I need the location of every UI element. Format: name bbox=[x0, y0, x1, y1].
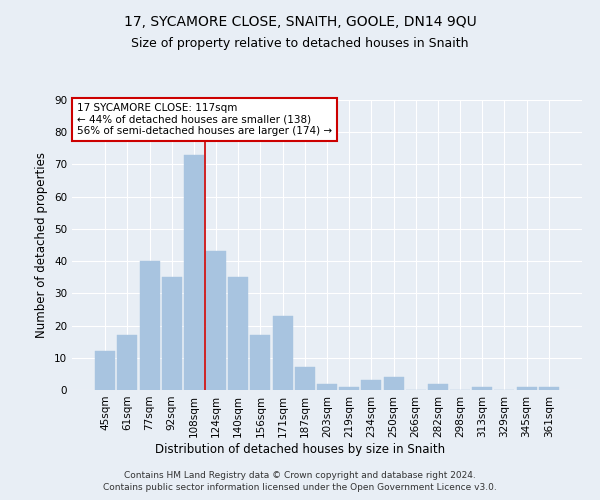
Bar bbox=[472, 387, 492, 390]
Bar bbox=[295, 368, 315, 390]
Y-axis label: Number of detached properties: Number of detached properties bbox=[35, 152, 49, 338]
Bar bbox=[206, 252, 226, 390]
Text: 17, SYCAMORE CLOSE, SNAITH, GOOLE, DN14 9QU: 17, SYCAMORE CLOSE, SNAITH, GOOLE, DN14 … bbox=[124, 15, 476, 29]
Bar bbox=[118, 335, 137, 390]
Text: Contains public sector information licensed under the Open Government Licence v3: Contains public sector information licen… bbox=[103, 484, 497, 492]
Bar bbox=[539, 387, 559, 390]
Text: Size of property relative to detached houses in Snaith: Size of property relative to detached ho… bbox=[131, 38, 469, 51]
Bar bbox=[428, 384, 448, 390]
Bar bbox=[361, 380, 382, 390]
Text: 17 SYCAMORE CLOSE: 117sqm
← 44% of detached houses are smaller (138)
56% of semi: 17 SYCAMORE CLOSE: 117sqm ← 44% of detac… bbox=[77, 103, 332, 136]
Bar bbox=[162, 277, 182, 390]
Bar bbox=[228, 277, 248, 390]
Bar bbox=[140, 261, 160, 390]
Bar bbox=[517, 387, 536, 390]
Bar bbox=[383, 377, 404, 390]
Bar bbox=[184, 155, 204, 390]
Bar bbox=[272, 316, 293, 390]
Bar bbox=[250, 335, 271, 390]
Bar bbox=[95, 352, 115, 390]
Bar bbox=[317, 384, 337, 390]
Bar bbox=[339, 387, 359, 390]
Text: Contains HM Land Registry data © Crown copyright and database right 2024.: Contains HM Land Registry data © Crown c… bbox=[124, 471, 476, 480]
Text: Distribution of detached houses by size in Snaith: Distribution of detached houses by size … bbox=[155, 442, 445, 456]
